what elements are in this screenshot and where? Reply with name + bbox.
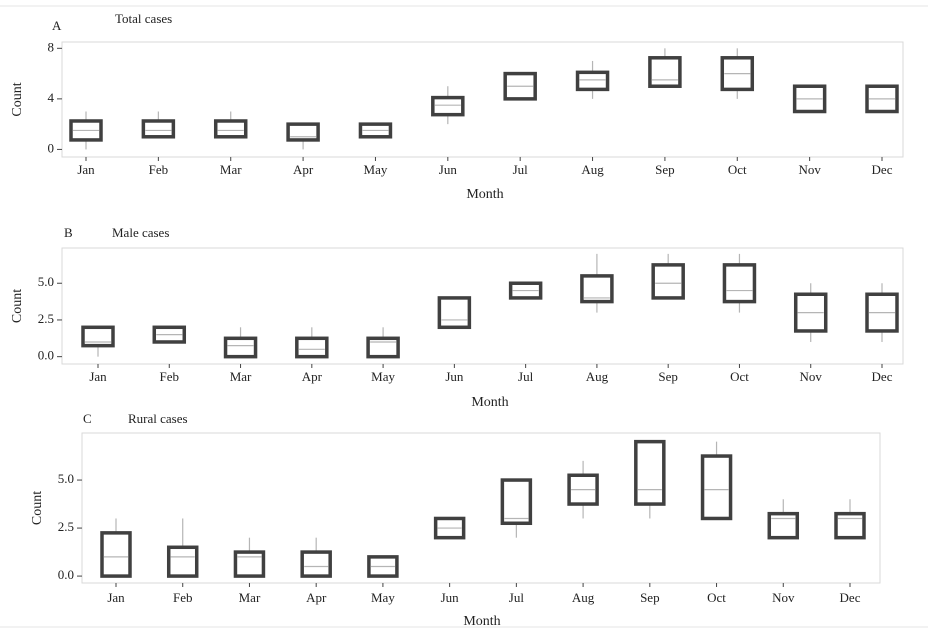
x-tick-label: Jan [107,590,125,605]
x-tick-label: Sep [640,590,660,605]
panel-title: Total cases [115,11,172,26]
panel-title: Rural cases [128,411,188,426]
box [500,478,533,526]
box [700,454,733,521]
box [166,545,199,578]
x-tick-label: May [371,369,395,384]
x-tick-label: Apr [302,369,323,384]
x-tick-label: May [364,162,388,177]
x-axis-label: Month [471,395,508,410]
box [100,531,132,578]
x-tick-label: Oct [730,369,749,384]
x-tick-label: Sep [658,369,678,384]
y-tick-label: 0.0 [58,567,74,582]
x-tick-label: Jan [89,369,107,384]
x-tick-label: Feb [149,162,169,177]
x-tick-label: Jun [439,162,458,177]
plot-frame [61,41,904,158]
x-tick-label: Mar [239,590,261,605]
panel-label: A [52,18,62,33]
x-tick-label: Aug [586,369,609,384]
x-tick-label: Jul [509,590,525,605]
x-tick-label: Oct [728,162,747,177]
box [634,439,666,506]
x-tick-label: Jul [513,162,529,177]
x-tick-label: Nov [772,590,795,605]
x-tick-label: Jul [518,369,534,384]
box [767,511,800,540]
panel-title: Male cases [112,225,169,240]
y-axis-label: Count [10,289,25,323]
box [722,263,757,304]
box [233,550,266,578]
x-axis-label: Month [463,614,500,629]
y-tick-label: 2.5 [38,311,54,326]
y-tick-label: 8 [48,39,55,54]
y-tick-label: 0.0 [38,348,54,363]
box [366,336,400,359]
x-tick-label: Feb [160,369,180,384]
panel-label: C [83,411,92,426]
y-tick-label: 2.5 [58,519,74,534]
x-tick-label: Nov [798,162,821,177]
x-tick-label: Oct [707,590,726,605]
box [295,336,329,359]
x-tick-label: Jun [441,590,460,605]
box [834,511,866,540]
x-axis-label: Month [466,187,503,202]
y-axis-label: Count [10,82,25,116]
box [580,274,614,304]
x-tick-label: Jun [445,369,464,384]
y-tick-label: 5.0 [58,471,74,486]
y-tick-label: 5.0 [38,274,54,289]
x-tick-label: Aug [572,590,595,605]
plot-frame [81,432,881,584]
box [648,56,682,88]
box [431,95,465,117]
box [651,263,685,300]
x-tick-label: Feb [173,590,193,605]
x-tick-label: Apr [293,162,314,177]
x-tick-label: Apr [306,590,327,605]
box [141,119,176,139]
box [223,336,258,359]
box [437,296,472,330]
box [575,70,610,92]
box [81,325,115,348]
x-tick-label: Dec [872,162,893,177]
panel-label: B [64,225,73,240]
x-tick-label: Nov [800,369,823,384]
plot-frame [61,247,904,365]
x-tick-label: Dec [840,590,861,605]
x-tick-label: May [371,590,395,605]
x-tick-label: Jan [77,162,95,177]
y-tick-label: 0 [48,140,55,155]
box [213,119,248,139]
box [300,550,332,578]
box [286,122,320,142]
x-tick-label: Dec [872,369,893,384]
y-axis-label: Count [30,491,45,525]
y-tick-label: 4 [48,90,55,105]
x-tick-label: Mar [230,369,252,384]
x-tick-label: Sep [655,162,675,177]
x-tick-label: Mar [220,162,242,177]
x-tick-label: Aug [581,162,604,177]
